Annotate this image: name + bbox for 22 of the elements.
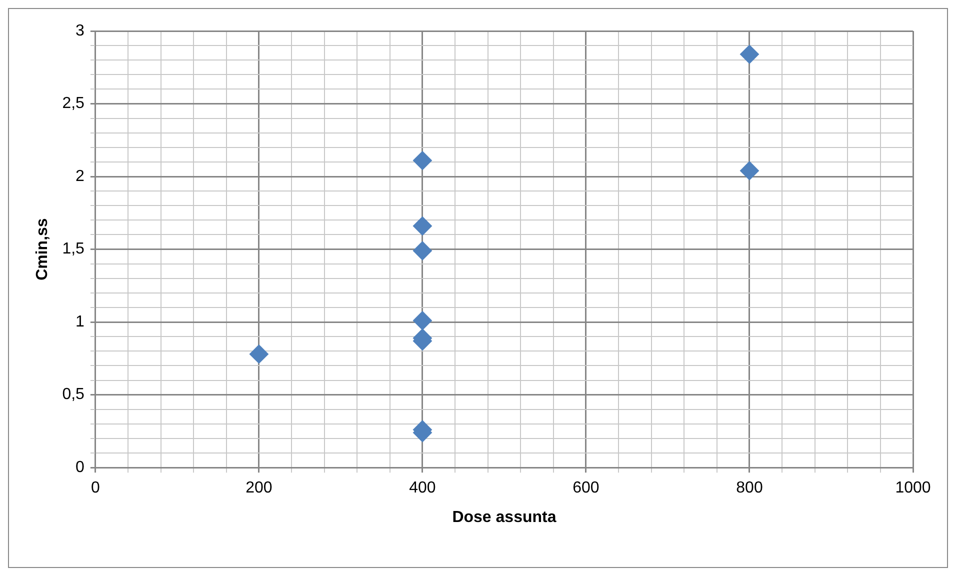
point bbox=[249, 344, 268, 364]
y-tick-label: 0 bbox=[76, 459, 85, 476]
y-tick-label: 2 bbox=[76, 168, 85, 185]
point bbox=[412, 151, 432, 170]
point bbox=[412, 241, 432, 260]
x-tick-label: 600 bbox=[572, 480, 600, 497]
point bbox=[740, 44, 759, 64]
x-tick-label: 800 bbox=[736, 480, 763, 497]
x-tick-label: 400 bbox=[409, 480, 436, 497]
y-tick-label: 3 bbox=[76, 22, 85, 40]
y-tick-label: 2,5 bbox=[62, 95, 85, 112]
x-axis-title: Dose assunta bbox=[452, 508, 556, 526]
x-tick-label: 200 bbox=[246, 480, 272, 497]
y-axis-title: Cmin,ss bbox=[34, 218, 52, 280]
x-tick-label: 0 bbox=[90, 480, 100, 497]
y-tick-label: 1 bbox=[76, 313, 85, 330]
x-tick-label: 1000 bbox=[895, 480, 931, 497]
point bbox=[412, 311, 432, 330]
point bbox=[412, 216, 432, 236]
y-tick-label: 0,5 bbox=[62, 386, 85, 404]
y-tick-label: 1,5 bbox=[62, 240, 85, 258]
point bbox=[740, 161, 759, 180]
